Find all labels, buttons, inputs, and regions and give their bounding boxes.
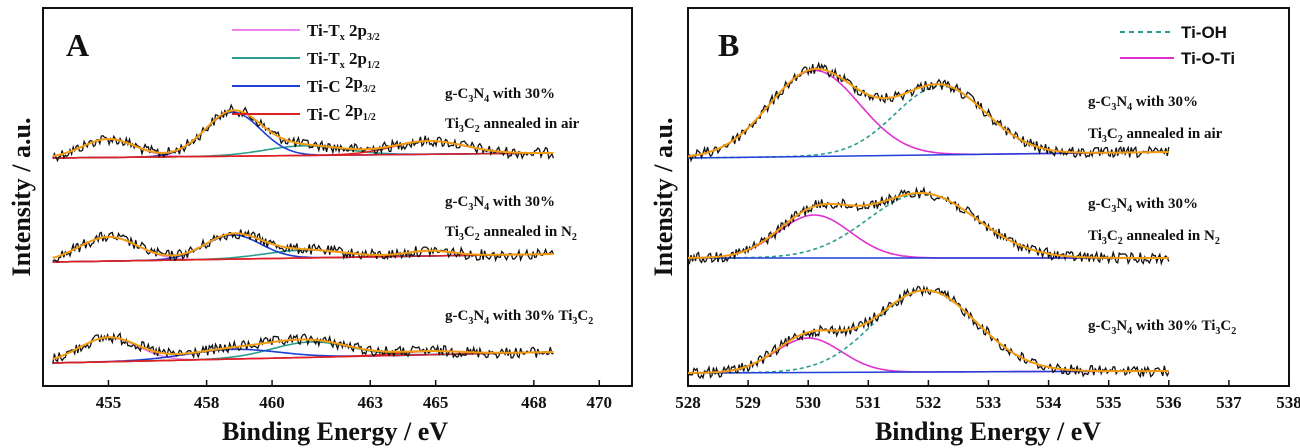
spectrum-label-line1: g-C3N4 with 30% xyxy=(1088,94,1198,113)
x-tick-label: 463 xyxy=(357,393,383,412)
x-tick-label: 455 xyxy=(96,393,122,412)
panel-a-frame xyxy=(42,7,633,387)
fitted-envelope xyxy=(52,109,554,158)
legend-entry: Ti-O-Ti xyxy=(1181,49,1235,68)
panel-a-annotations: g-C3N4 with 30% Ti3C2 annealed in air g-C3… xyxy=(445,86,593,327)
panel-b: B 528 529 530 531 532 533 534 535 536 537 538 Ti-O… xyxy=(649,7,1300,446)
panel-a-legend: Ti-Tx 2p3/2 Ti-Tx 2p1/2Ti-C 2p3/2 Ti-C 2p1… xyxy=(232,21,380,124)
raw-spectrum xyxy=(687,186,1170,266)
x-tick-label: 530 xyxy=(795,393,821,412)
legend-entry: Ti-OH xyxy=(1181,23,1227,42)
fitted-envelope xyxy=(688,192,1169,259)
spectrum-label-line2: Ti3C2 annealed in air xyxy=(1088,126,1223,145)
x-tick-label: 458 xyxy=(194,393,220,412)
panel-b-y-axis-title: Intensity / a.u. xyxy=(649,118,678,277)
x-tick-label: 535 xyxy=(1096,393,1122,412)
panel-a-x-axis-title: Binding Energy / eV xyxy=(222,417,448,446)
panel-b-x-axis-title: Binding Energy / eV xyxy=(875,417,1101,446)
panel-b-legend: Ti-OH Ti-O-Ti xyxy=(1120,23,1235,68)
raw-spectrum xyxy=(687,61,1170,163)
raw-spectrum xyxy=(52,229,555,263)
x-tick-label: 537 xyxy=(1216,393,1242,412)
raw-spectrum xyxy=(687,284,1170,380)
spectrum-label-line1: g-C3N4 with 30% Ti3C2 xyxy=(1088,318,1236,337)
panel-b-letter: B xyxy=(718,27,739,63)
panel-b-plot-area xyxy=(687,61,1170,380)
x-tick-label: 532 xyxy=(916,393,942,412)
fitted-envelope xyxy=(52,232,554,259)
panel-a-y-axis-title: Intensity / a.u. xyxy=(7,118,36,277)
x-tick-label: 533 xyxy=(976,393,1002,412)
spectrum-label-line2: Ti3C2 annealed in air xyxy=(445,116,580,135)
raw-spectrum xyxy=(52,331,554,364)
x-tick-label: 528 xyxy=(675,393,701,412)
background-baseline xyxy=(52,351,554,364)
x-tick-label: 538 xyxy=(1276,393,1300,412)
spectrum-label-line1: g-C3N4 with 30% xyxy=(445,194,555,213)
component-ti-o-ti xyxy=(687,69,1169,158)
fitted-envelope xyxy=(687,289,1169,374)
x-tick-label: 534 xyxy=(1036,393,1062,412)
panel-a: A 455 458 460 463 465 468 470 Ti-Tx 2p3/2Ti-Tx… xyxy=(7,7,633,446)
panel-a-plot-area xyxy=(52,103,555,364)
background-baseline xyxy=(52,152,554,159)
x-tick-label: 529 xyxy=(735,393,761,412)
spectrum-label-line1: g-C3N4 with 30% xyxy=(445,86,555,105)
x-tick-label: 468 xyxy=(521,393,547,412)
legend-entry: Ti-Tx 2p3/2 xyxy=(307,21,380,43)
x-tick-label: 460 xyxy=(259,393,285,412)
panel-a-letter: A xyxy=(66,27,89,63)
legend-entry: Ti-Tx 2p1/2 xyxy=(307,49,380,71)
legend-entry: Ti-C 2p1/2 xyxy=(307,101,376,124)
x-tick-label: 470 xyxy=(587,393,613,412)
spectrum-label-line2: Ti3C2 annealed in N2 xyxy=(445,224,577,243)
panel-a-x-ticks: 455 458 460 463 465 468 470 xyxy=(96,380,612,412)
x-tick-label: 536 xyxy=(1156,393,1182,412)
component-ti-c-2p3-2 xyxy=(52,111,554,159)
spectrum-label-line2: Ti3C2 annealed in N2 xyxy=(1088,228,1220,247)
x-tick-label: 531 xyxy=(856,393,882,412)
spectrum-label-line1: g-C3N4 with 30% Ti3C2 xyxy=(445,308,593,327)
legend-entry: Ti-C 2p3/2 xyxy=(307,73,376,96)
panel-b-x-ticks: 528 529 530 531 532 533 534 535 536 537 538 xyxy=(675,380,1300,412)
fitted-envelope xyxy=(52,336,554,360)
fitted-envelope xyxy=(687,67,1169,158)
spectrum-label-line1: g-C3N4 with 30% xyxy=(1088,196,1198,215)
component-ti-oh xyxy=(688,192,1169,259)
x-tick-label: 465 xyxy=(423,393,449,412)
panel-b-annotations: g-C3N4 with 30% Ti3C2 annealed in air g-C3… xyxy=(1088,94,1236,337)
